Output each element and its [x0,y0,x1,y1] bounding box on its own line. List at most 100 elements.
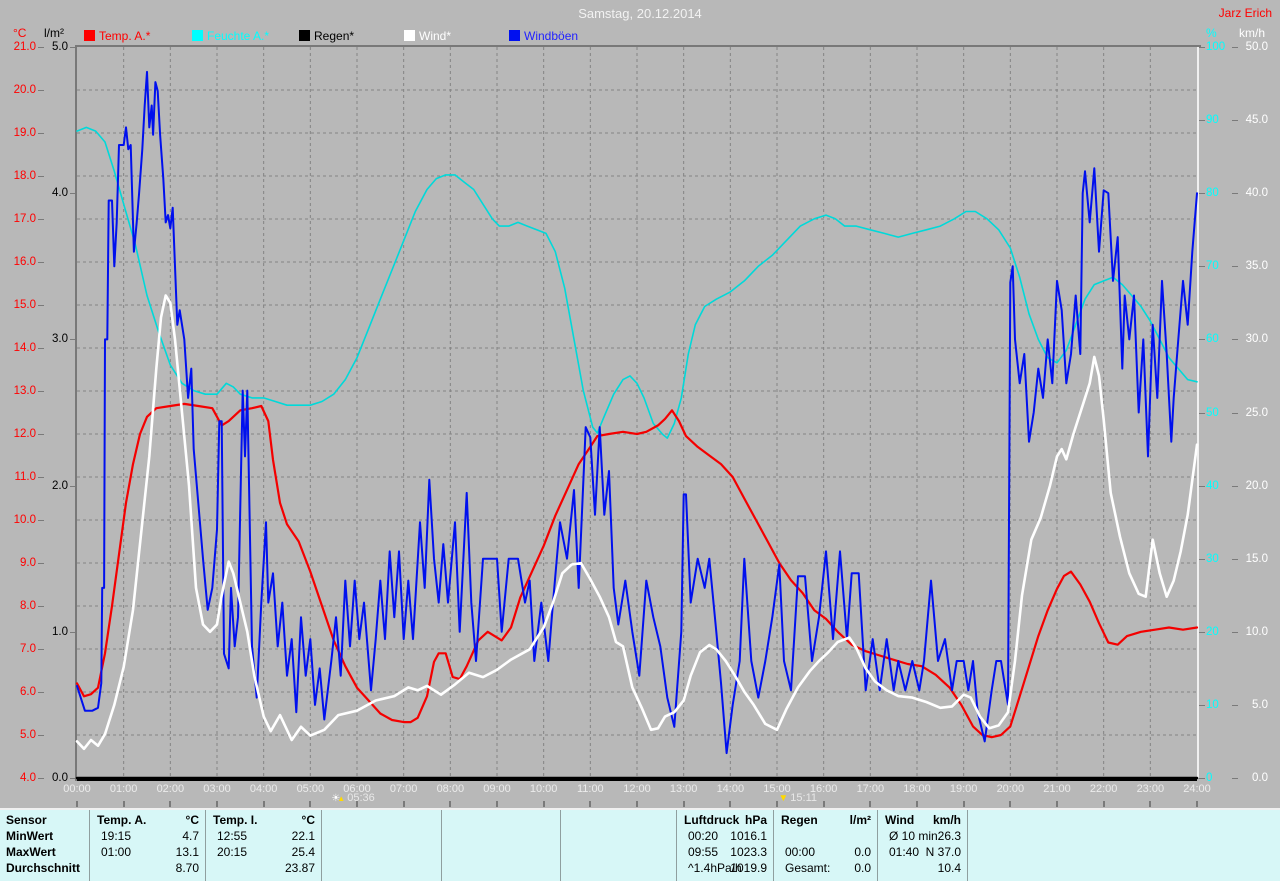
temp-axis-unit: °C [13,26,27,40]
wind-tick-label-tick [1232,485,1238,487]
rain-axis-unit: l/m² [44,26,64,40]
hour-tick [402,801,405,807]
rain-tick-label-tick [70,193,76,195]
hour-tick [122,801,125,807]
stats-table: Sensor MinWert MaxWert Durchschnitt Temp. A.… [0,810,1280,881]
time-axis-label: 19:00 [949,783,978,795]
humidity-tick-label: 50 [1206,406,1219,419]
table-cell-value: 26.3 [937,829,961,843]
humidity-tick-label-tick [1199,266,1205,268]
sunset-icon: ▼ [778,793,789,804]
legend-swatch-icon [509,30,520,41]
wind-tick-label-tick [1232,266,1238,268]
table-cell-value: 25.4 [291,845,315,859]
chart-date-title: Samstag, 20.12.2014 [578,6,702,21]
wind-tick-label-tick [1232,120,1238,122]
humidity-tick-label: 80 [1206,187,1219,200]
wind-tick-label-tick [1232,631,1238,633]
table-col-name: Temp. A. [97,813,147,827]
temp-tick-label: 14.0 [13,342,36,354]
table-cell-value: 0.0 [854,845,871,859]
humidity-tick-label: 30 [1206,552,1219,565]
temp-tick-label-tick [38,520,44,521]
time-axis-label: 23:00 [1136,783,1165,795]
temp-tick-label-tick [38,133,44,134]
temp-tick-label-tick [38,606,44,607]
temp-tick-label: 7.0 [20,643,36,655]
time-axis-label: 17:00 [856,783,885,795]
temp-tick-label-tick [38,735,44,736]
table-divider [441,810,442,881]
sunset-marker: ▼ 15:11 [778,792,817,804]
wind-tick-label: 25.0 [1245,406,1268,419]
hour-tick [776,801,778,807]
table-divider [877,810,878,881]
hour-tick [356,801,358,807]
hour-tick [1196,801,1198,807]
table-col-unit: °C [301,813,315,827]
table-col-name: Temp. I. [213,813,258,827]
temp-tick-label: 19.0 [13,127,36,139]
series-feuchte-a [76,126,1198,439]
humidity-tick-label-tick [1199,47,1205,48]
temp-tick-label-tick [38,692,44,693]
table-cell-time: 01:40 [889,845,920,859]
time-axis-label: 04:00 [249,783,278,795]
wind-tick-label: 5.0 [1252,698,1268,711]
time-axis-label: 03:00 [203,783,231,795]
humidity-tick-label: 0 [1206,772,1213,784]
hour-tick [822,801,825,807]
table-cell-time: 12:55 [217,829,248,843]
table-col-unit: l/m² [849,813,871,827]
plot-area [75,45,1201,781]
legend-label: Feuchte A.* [207,29,270,43]
rain-tick-label-tick [70,778,76,779]
plot-border-top [75,45,1201,47]
time-axis-label: 11:00 [576,783,604,795]
hour-tick [1009,801,1012,807]
humidity-tick-label: 70 [1206,260,1219,273]
hour-tick [76,801,78,807]
table-col-unit: °C [185,813,199,827]
temp-tick-label-tick [38,47,44,48]
time-axis-label: 21:00 [1043,783,1071,795]
temp-tick-label: 11.0 [14,471,36,483]
hour-tick [262,801,265,807]
rain-tick-label-tick [70,47,76,48]
sunrise-marker: ☀▲ 05:36 [331,792,374,804]
humidity-tick-label: 10 [1206,698,1219,711]
time-axis-label: 06:00 [343,783,371,795]
legend-swatch-icon [404,30,415,41]
table-cell-time: Ø 10 min. [889,829,942,843]
temp-tick-label-tick [38,391,44,392]
rain-tick-label-tick [70,631,76,633]
temp-tick-label-tick [38,305,44,306]
legend-label: Temp. A.* [99,29,151,43]
hour-tick [869,801,872,807]
wind-tick-label: 35.0 [1245,260,1268,273]
table-cell-value: 8.70 [175,861,199,875]
rain-tick-label: 1.0 [52,625,68,638]
station-user-label: Jarz Erich [1218,6,1272,20]
wind-tick-label: 10.0 [1245,625,1268,638]
series-windb-en [76,70,1198,755]
hour-tick [729,801,732,807]
wind-tick-label-tick [1232,339,1238,341]
plot-series-group [75,47,1199,780]
table-divider [205,810,206,881]
hour-tick [682,801,685,807]
table-row-header: MaxWert [6,845,56,859]
legend-label: Wind* [419,29,452,43]
table-col-name: Luftdruck [684,813,740,827]
wind-tick-label-tick [1232,47,1238,48]
humidity-tick-label: 40 [1206,479,1219,492]
wind-tick-label: 30.0 [1245,333,1268,346]
humidity-tick-label-tick [1199,558,1205,560]
table-cell-value: 1023.3 [730,845,767,859]
temp-tick-label: 15.0 [13,299,36,311]
plot-border-left [75,45,77,781]
time-axis-label: 18:00 [903,783,931,795]
legend-label: Windböen [524,29,579,43]
legend-swatch-icon [299,30,310,41]
